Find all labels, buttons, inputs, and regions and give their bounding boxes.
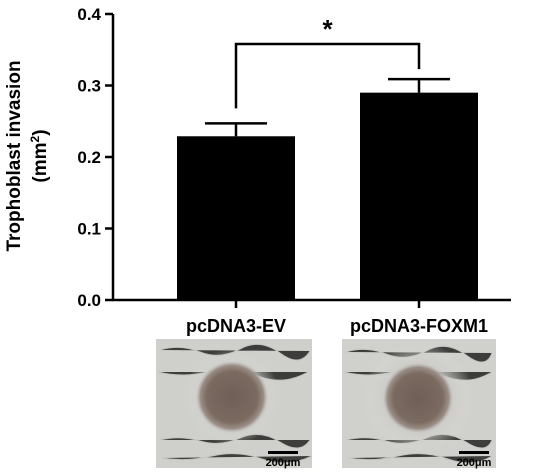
micrograph-ev-scale-bar <box>268 451 298 454</box>
micrograph-foxm1-scale-bar <box>459 451 489 454</box>
y-axis-unit: (mm2) <box>28 129 51 182</box>
bar-pcdna3-ev <box>177 136 295 300</box>
micrograph-ev: 200μm <box>156 339 313 469</box>
y-tick-label: 0.0 <box>77 291 101 310</box>
significance-bracket <box>234 42 421 109</box>
x-tick-label: pcDNA3-EV <box>186 316 286 336</box>
micrograph-foxm1-scale-label: 200μm <box>457 457 492 469</box>
y-axis-label: Trophoblast invasion <box>4 60 25 251</box>
y-tick-label: 0.3 <box>77 77 101 96</box>
micrograph-ev-scale-label: 200μm <box>266 457 301 469</box>
micrograph-foxm1: 200μm <box>342 339 496 469</box>
micrograph-ev-spheroid <box>196 361 268 433</box>
y-tick-label: 0.2 <box>77 148 101 167</box>
bar-pcdna3-foxm1 <box>360 92 478 301</box>
y-tick-label: 0.1 <box>77 220 101 239</box>
significance-bracket-line <box>234 42 421 109</box>
y-tick-label: 0.4 <box>77 5 101 24</box>
micrograph-foxm1-spheroid <box>383 363 453 433</box>
significance-star: * <box>322 14 333 44</box>
x-tick-label: pcDNA3-FOXM1 <box>350 316 488 336</box>
